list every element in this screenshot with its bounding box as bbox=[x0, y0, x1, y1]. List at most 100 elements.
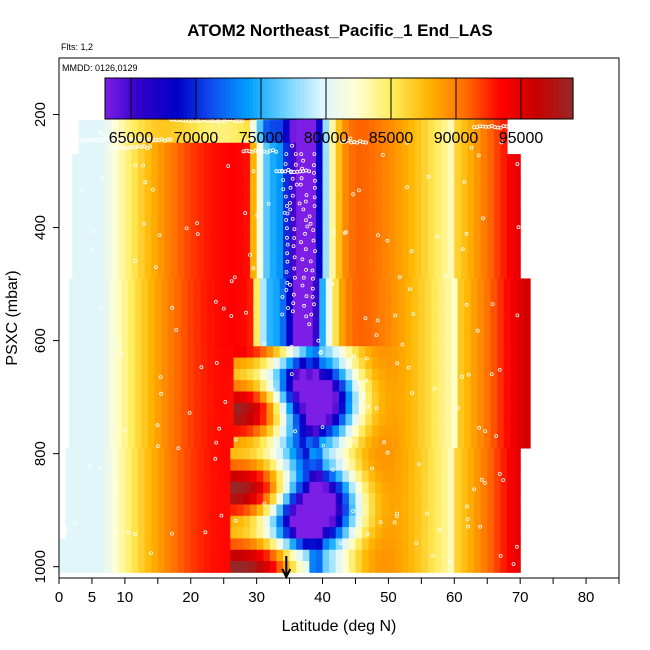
heatmap-cell bbox=[362, 459, 370, 472]
heatmap-cell bbox=[283, 199, 291, 212]
heatmap-cell bbox=[131, 470, 139, 483]
heatmap-cell bbox=[230, 142, 238, 155]
heatmap-cell bbox=[362, 470, 370, 483]
heatmap-cell bbox=[398, 436, 406, 449]
heatmap-cell bbox=[418, 312, 426, 325]
heatmap-cell bbox=[302, 267, 310, 279]
heatmap-cell bbox=[378, 278, 386, 291]
heatmap-cell bbox=[194, 278, 202, 291]
heatmap-cell bbox=[78, 199, 86, 212]
observation-point bbox=[293, 152, 298, 157]
heatmap-cell bbox=[253, 289, 261, 302]
heatmap-cell bbox=[91, 504, 100, 517]
heatmap-cell bbox=[348, 448, 357, 460]
heatmap-cell bbox=[138, 267, 146, 279]
heatmap-cell bbox=[510, 323, 518, 336]
heatmap-cell bbox=[197, 527, 205, 539]
heatmap-cell bbox=[256, 154, 264, 166]
heatmap-cell bbox=[184, 527, 192, 539]
heatmap-cell bbox=[388, 176, 396, 189]
colorbar-cell bbox=[319, 78, 324, 119]
heatmap-cell bbox=[404, 346, 413, 359]
heatmap-cell bbox=[197, 142, 205, 155]
heatmap-cell bbox=[447, 504, 455, 517]
observation-point bbox=[346, 138, 351, 143]
heatmap-cell bbox=[269, 481, 278, 494]
heatmap-cell bbox=[398, 425, 406, 438]
heatmap-cell bbox=[279, 391, 287, 404]
heatmap-cell bbox=[243, 561, 251, 573]
heatmap-cell bbox=[460, 131, 469, 144]
heatmap-cell bbox=[418, 289, 426, 302]
heatmap-cell bbox=[144, 199, 152, 212]
heatmap-cell bbox=[447, 515, 455, 528]
heatmap-cell bbox=[203, 459, 212, 472]
heatmap-cell bbox=[266, 436, 274, 449]
heatmap-cell bbox=[490, 402, 498, 415]
heatmap-cell bbox=[190, 504, 198, 517]
heatmap-cell bbox=[250, 561, 258, 573]
observation-point bbox=[406, 365, 411, 370]
heatmap-cell bbox=[131, 188, 139, 200]
heatmap-cell bbox=[95, 312, 103, 325]
heatmap-cell bbox=[388, 459, 396, 472]
colorbar-cell bbox=[483, 78, 488, 119]
heatmap-cell bbox=[72, 538, 80, 551]
heatmap-cell bbox=[263, 538, 271, 551]
heatmap-cell bbox=[500, 481, 508, 494]
heatmap-cell bbox=[223, 255, 231, 268]
heatmap-cell bbox=[368, 267, 376, 279]
heatmap-cell bbox=[230, 538, 238, 551]
observation-point bbox=[229, 279, 234, 284]
colorbar-cell bbox=[495, 78, 500, 119]
heatmap-cell bbox=[276, 131, 284, 144]
heatmap-cell bbox=[250, 244, 258, 257]
heatmap-cell bbox=[375, 244, 383, 257]
heatmap-cell bbox=[88, 368, 96, 381]
heatmap-cell bbox=[378, 357, 386, 370]
heatmap-cell bbox=[197, 165, 205, 178]
heatmap-cell bbox=[121, 289, 129, 302]
heatmap-cell bbox=[250, 210, 258, 223]
heatmap-cell bbox=[457, 278, 465, 291]
heatmap-cell bbox=[315, 131, 324, 144]
heatmap-cell bbox=[306, 278, 314, 291]
heatmap-cell bbox=[480, 154, 488, 166]
heatmap-cell bbox=[91, 493, 100, 506]
heatmap-cell bbox=[190, 448, 198, 460]
heatmap-cell bbox=[395, 176, 403, 189]
heatmap-cell bbox=[493, 142, 502, 155]
heatmap-cell bbox=[233, 425, 241, 438]
heatmap-cell bbox=[474, 481, 482, 494]
heatmap-cell bbox=[408, 549, 416, 562]
heatmap-cell bbox=[144, 527, 152, 539]
colorbar-cell bbox=[331, 78, 336, 119]
heatmap-cell bbox=[256, 199, 264, 212]
heatmap-cell bbox=[401, 448, 409, 460]
heatmap-cell bbox=[286, 414, 294, 426]
heatmap-cell bbox=[82, 436, 90, 449]
heatmap-cell bbox=[68, 334, 77, 347]
heatmap-cell bbox=[184, 120, 192, 132]
heatmap-cell bbox=[256, 131, 264, 144]
heatmap-cell bbox=[243, 165, 251, 178]
heatmap-cell bbox=[398, 357, 406, 370]
heatmap-cell bbox=[240, 323, 248, 336]
heatmap-cell bbox=[111, 459, 119, 472]
observation-point bbox=[298, 182, 303, 187]
heatmap-cell bbox=[500, 493, 508, 506]
heatmap-cell bbox=[355, 120, 363, 132]
heatmap-cell bbox=[236, 244, 245, 257]
heatmap-cell bbox=[404, 278, 413, 291]
heatmap-cell bbox=[427, 120, 436, 132]
heatmap-cell bbox=[286, 380, 294, 392]
heatmap-cell bbox=[401, 154, 409, 166]
heatmap-cell bbox=[184, 131, 192, 144]
heatmap-cell bbox=[259, 402, 268, 415]
x-tick-label: 30 bbox=[248, 589, 265, 606]
heatmap-cell bbox=[411, 357, 419, 370]
heatmap-cell bbox=[335, 154, 343, 166]
heatmap-cell bbox=[111, 481, 119, 494]
heatmap-cell bbox=[325, 436, 334, 449]
heatmap-cell bbox=[105, 176, 113, 189]
